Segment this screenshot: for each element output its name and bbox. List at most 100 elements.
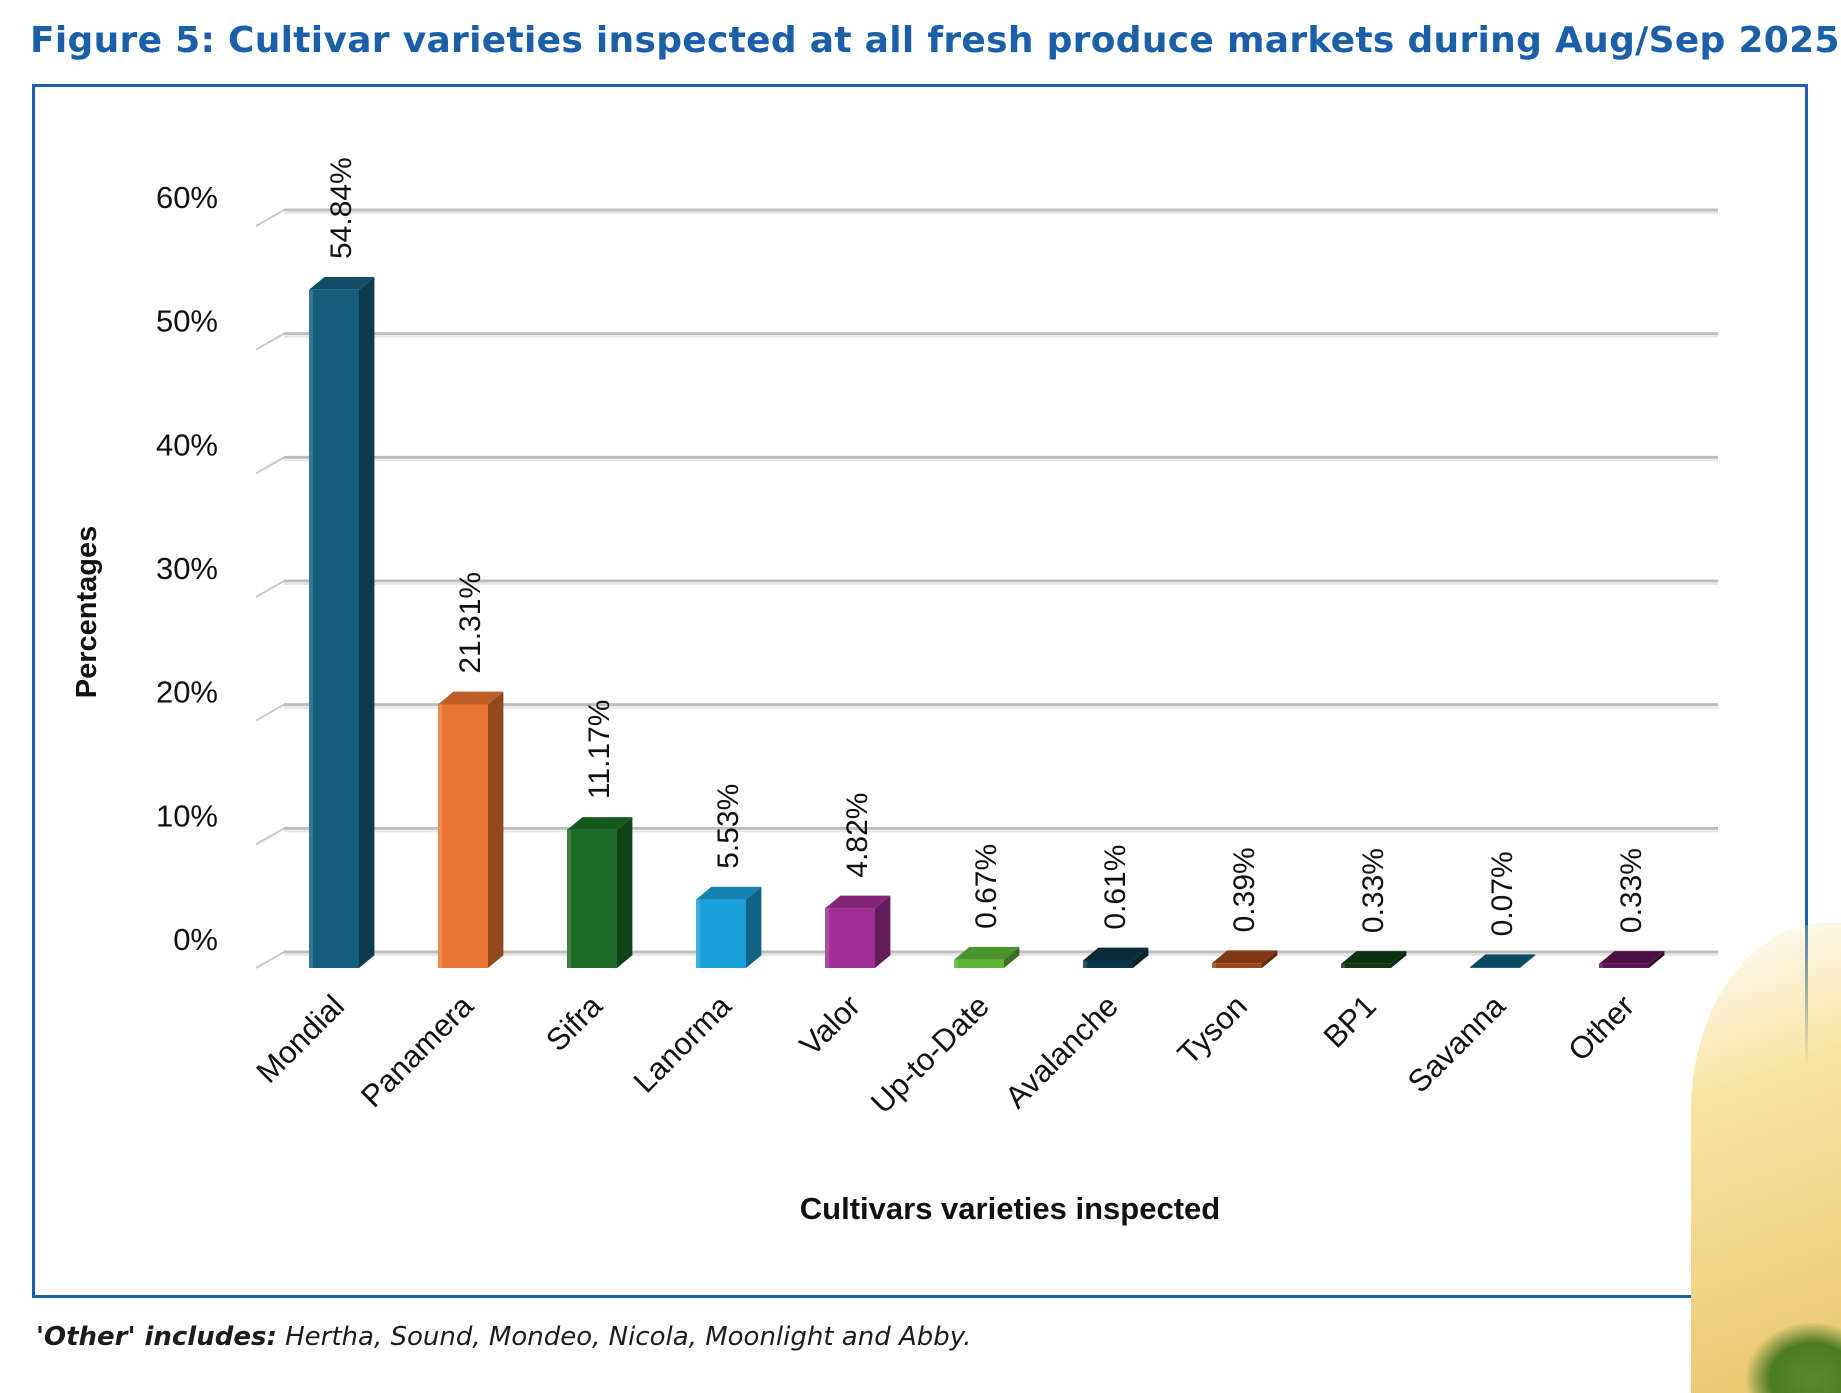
data-label: 4.82%	[841, 793, 874, 878]
bar-top	[1470, 954, 1536, 968]
bar-front	[1470, 967, 1520, 968]
bar-side	[1520, 954, 1536, 968]
x-tick-label: Valor	[793, 988, 867, 1062]
bar-top	[696, 886, 762, 900]
gridline-diagonal	[255, 951, 285, 969]
gridline-diagonal	[255, 332, 285, 351]
bar-front	[1212, 963, 1262, 968]
bars	[309, 277, 1665, 969]
leaf-decoration	[1746, 1323, 1841, 1393]
bar-front	[954, 959, 1004, 968]
x-tick-label: Sifra	[539, 988, 609, 1058]
bar-front	[825, 908, 875, 968]
data-label: 0.33%	[1615, 848, 1648, 933]
bar-highlight	[1470, 967, 1474, 968]
bar-highlight	[1341, 963, 1345, 968]
y-tick-label: 30%	[156, 551, 218, 586]
bar-other	[1599, 951, 1665, 968]
bar-front	[1599, 963, 1649, 968]
bar-tyson	[1212, 950, 1278, 968]
bar-sifra	[567, 817, 633, 968]
x-tick-label: Savanna	[1401, 988, 1513, 1100]
bar-top	[954, 946, 1020, 960]
bar-side	[1649, 951, 1665, 968]
x-tick-label: Avalanche	[998, 988, 1125, 1115]
gridline-diagonal	[255, 827, 285, 846]
bar-avalanche	[1083, 947, 1149, 968]
data-label: 21.31%	[454, 572, 487, 674]
bar-side	[1004, 946, 1020, 968]
bar-side	[746, 886, 762, 968]
data-label: 0.61%	[1099, 845, 1132, 930]
data-label: 0.39%	[1228, 847, 1261, 932]
bar-front	[567, 829, 617, 968]
gridline-diagonal	[255, 456, 285, 475]
footnote: 'Other' includes: Hertha, Sound, Mondeo,…	[36, 1322, 971, 1352]
bar-up-to-date	[954, 946, 1020, 968]
gridline-diagonal	[255, 703, 285, 722]
bar-bp1	[1341, 951, 1407, 968]
bar-savanna	[1470, 954, 1536, 968]
x-axis-title: Cultivars varieties inspected	[800, 1191, 1220, 1226]
bar-highlight	[309, 289, 313, 968]
x-tick-label: Up-to-Date	[864, 988, 996, 1120]
data-label: 54.84%	[325, 157, 358, 259]
y-axis-ticks: 0% 10% 20% 30% 40% 50% 60%	[156, 180, 218, 957]
y-tick-label: 60%	[156, 180, 218, 215]
y-tick-label: 20%	[156, 675, 218, 710]
bar-highlight	[567, 829, 571, 968]
x-tick-label: Panamera	[354, 988, 480, 1114]
potato-decoration	[1691, 923, 1841, 1393]
y-tick-label: 40%	[156, 427, 218, 462]
x-tick-label: Other	[1561, 988, 1641, 1068]
bar-top	[567, 817, 633, 830]
bar-front	[1341, 963, 1391, 968]
x-tick-label: Tyson	[1171, 988, 1254, 1071]
y-tick-label: 0%	[173, 922, 218, 957]
gridline-diagonal	[255, 580, 285, 598]
bar-top	[1212, 950, 1278, 964]
bar-top	[1599, 951, 1665, 964]
figure-title: Figure 5: Cultivar varieties inspected a…	[30, 20, 1841, 61]
data-label: 5.53%	[712, 784, 745, 869]
data-label: 11.17%	[583, 700, 616, 800]
x-tick-label: Lanorma	[627, 988, 739, 1100]
footnote-label: 'Other' includes:	[36, 1322, 277, 1352]
bar-front	[438, 704, 488, 968]
bar-lanorma	[696, 886, 762, 968]
bar-side	[359, 277, 375, 969]
bar-side	[617, 817, 633, 968]
bar-side	[488, 691, 504, 968]
bar-highlight	[1083, 960, 1087, 968]
bar-highlight	[1599, 963, 1603, 968]
y-tick-label: 10%	[156, 798, 218, 833]
data-label: 0.67%	[970, 844, 1003, 929]
bar-top	[1341, 951, 1407, 964]
bar-front	[1083, 960, 1133, 968]
bar-mondial	[309, 277, 375, 969]
data-label: 0.33%	[1357, 848, 1390, 933]
x-tick-label: Mondial	[249, 988, 351, 1090]
y-tick-label: 50%	[156, 304, 218, 339]
bar-side	[1391, 951, 1407, 968]
bar-front	[309, 289, 359, 968]
gridline-diagonal	[255, 209, 285, 227]
bar-top	[825, 895, 891, 909]
bar-highlight	[438, 704, 442, 968]
bar-highlight	[825, 908, 829, 968]
bar-side	[1262, 950, 1278, 968]
gridlines	[255, 208, 1718, 969]
bar-side	[875, 895, 891, 968]
bar-valor	[825, 895, 891, 968]
bar-highlight	[696, 899, 700, 968]
footnote-text: Hertha, Sound, Mondeo, Nicola, Moonlight…	[276, 1322, 972, 1352]
bar-highlight	[1212, 963, 1216, 968]
y-axis-title: Percentages	[71, 526, 103, 699]
bar-front	[696, 899, 746, 968]
data-label: 0.07%	[1486, 851, 1519, 936]
bar-top	[1083, 947, 1149, 961]
bar-panamera	[438, 691, 504, 968]
bar-side	[1133, 947, 1149, 968]
x-tick-label: BP1	[1317, 988, 1383, 1054]
